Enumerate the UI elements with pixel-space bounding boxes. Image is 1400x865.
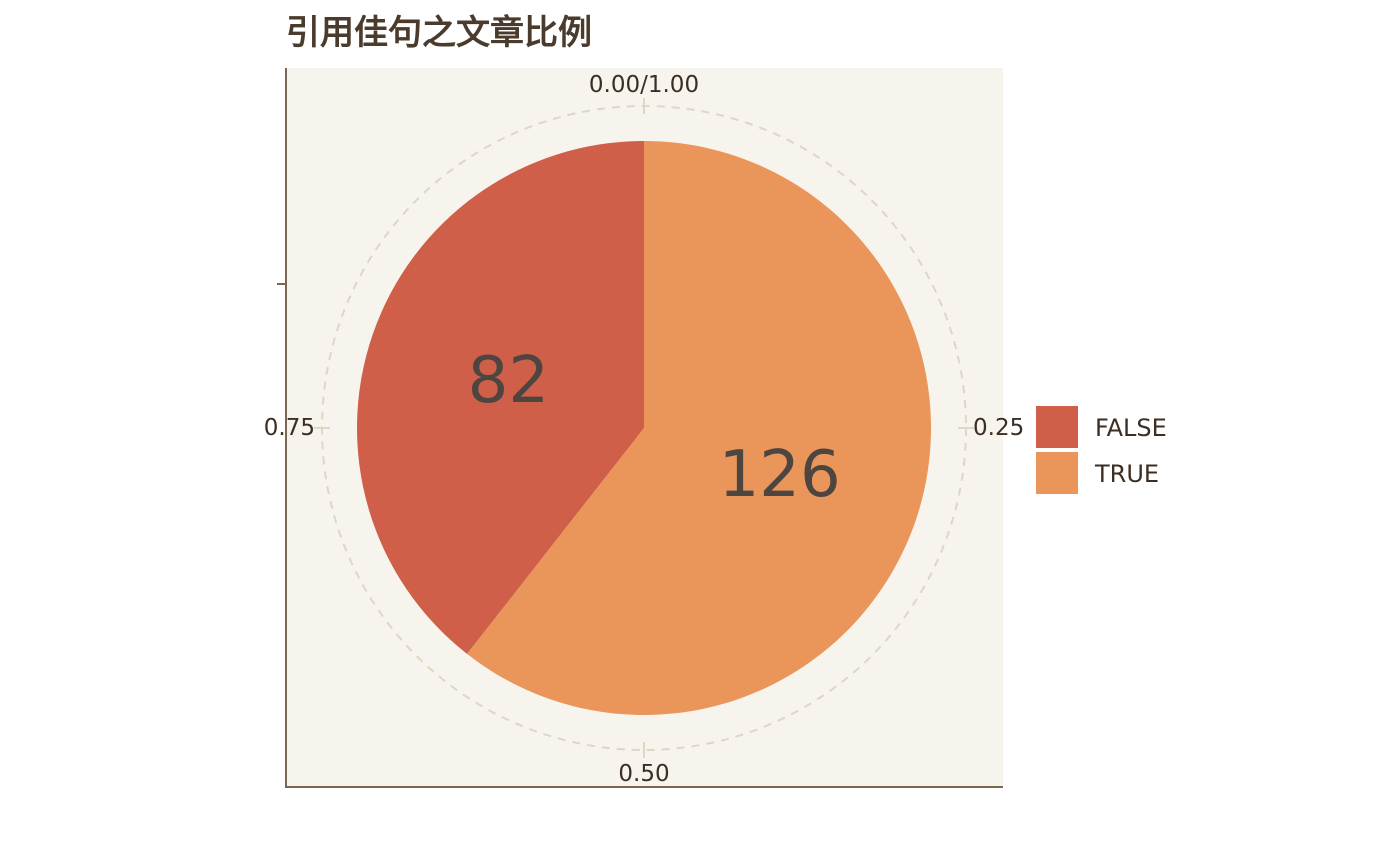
theta-tick-label: 0.00/1.00 [589, 72, 699, 98]
chart-title: 引用佳句之文章比例 [286, 13, 592, 53]
theta-tick-label: 0.75 [264, 415, 315, 441]
legend-label-true: TRUE [1094, 460, 1159, 488]
legend: FALSE TRUE [1036, 406, 1167, 494]
legend-label-false: FALSE [1095, 414, 1167, 442]
pie-slice-false [357, 141, 644, 654]
theta-tick-labels: 0.00/1.00 0.25 0.50 0.75 [264, 72, 1024, 787]
slice-value-label-false: 82 [468, 344, 549, 418]
legend-swatch-true [1036, 452, 1078, 494]
slice-labels: 126 82 [468, 344, 841, 512]
theta-tick-label: 0.25 [973, 415, 1024, 441]
pie-slice-true [467, 141, 932, 715]
slice-value-label-true: 126 [719, 438, 841, 512]
theta-tick-marks [314, 98, 974, 758]
legend-swatch-false [1036, 406, 1078, 448]
pie-slices [357, 141, 932, 715]
theta-tick-label: 0.50 [618, 761, 669, 787]
